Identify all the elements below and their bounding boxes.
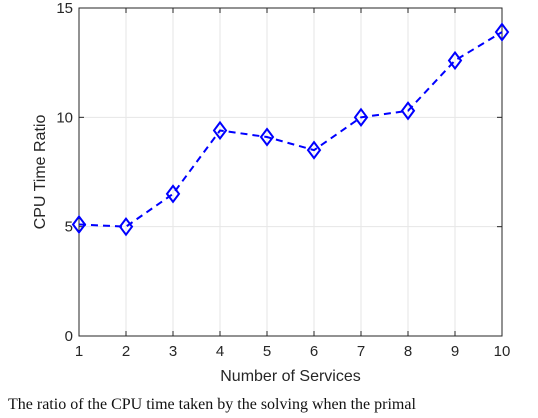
x-tick-label: 7 — [357, 343, 365, 360]
x-tick-label: 2 — [122, 343, 130, 360]
x-tick-label: 8 — [404, 343, 412, 360]
x-tick-label: 6 — [310, 343, 318, 360]
data-point-marker — [165, 184, 181, 204]
data-point-marker — [400, 101, 416, 121]
x-tick-label: 1 — [75, 343, 83, 360]
line-chart: 1 2 3 4 5 6 7 8 9 10 0 5 10 15 Number of Services CPU… — [32, 0, 510, 385]
x-axis-label: Number of Services — [220, 368, 361, 385]
plot-frame — [78, 7, 503, 337]
figure-caption: The ratio of the CPU time taken by the s… — [8, 396, 416, 413]
data-point-marker — [306, 140, 322, 160]
data-point-marker — [118, 217, 134, 237]
x-tick-label: 3 — [169, 343, 177, 360]
y-tick-label: 0 — [65, 328, 73, 345]
data-point-marker — [353, 107, 369, 128]
x-tick-label: 5 — [263, 343, 271, 360]
series-line — [78, 31, 503, 228]
data-point-marker — [259, 127, 275, 147]
grid — [78, 7, 503, 337]
x-tick-label: 4 — [216, 343, 224, 360]
series-group — [71, 22, 510, 237]
data-point-marker — [447, 50, 463, 71]
y-tick-label: 10 — [56, 109, 73, 126]
y-axis-label: CPU Time Ratio — [32, 115, 49, 230]
x-tick-label: 10 — [494, 343, 511, 360]
axis-ticks: 1 2 3 4 5 6 7 8 9 10 0 5 10 15 — [56, 0, 510, 360]
y-tick-label: 15 — [56, 0, 73, 17]
data-point-marker — [212, 120, 228, 141]
y-tick-label: 5 — [65, 219, 73, 236]
x-tick-label: 9 — [451, 343, 459, 360]
data-point-marker — [71, 214, 87, 235]
data-point-marker — [494, 22, 510, 42]
